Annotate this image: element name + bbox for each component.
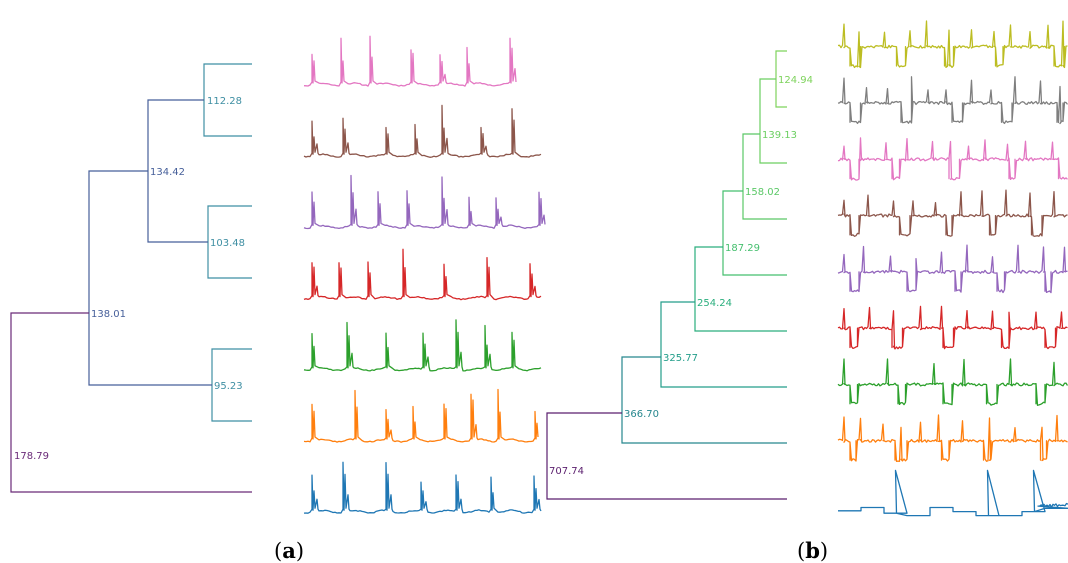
node-label-b-5: 254.24 <box>697 298 732 309</box>
node-label-b-1: 124.94 <box>778 75 813 86</box>
traces-a <box>303 35 546 514</box>
node-label-a-1: 112.28 <box>207 96 242 107</box>
dendrogram-a-labels: 112.28 103.48 95.23 134.42 138.01 178.79 <box>14 96 245 462</box>
node-label-a-6: 178.79 <box>14 451 49 462</box>
panel-label-a: (a) <box>274 538 304 563</box>
signal-trace-b-8 <box>837 414 1068 462</box>
link-a-n5 <box>88 170 212 386</box>
link-a-n6 <box>10 312 252 493</box>
link-b-m6 <box>660 301 787 388</box>
node-label-a-5: 138.01 <box>91 309 126 320</box>
link-b-m4 <box>722 190 787 276</box>
link-b-m7 <box>621 356 787 444</box>
dendrogram-b <box>546 50 787 500</box>
link-b-m5 <box>694 246 787 332</box>
node-label-b-3: 158.02 <box>745 187 780 198</box>
link-b-m3 <box>742 133 787 220</box>
node-label-a-2: 103.48 <box>210 238 245 249</box>
signal-trace-b-7 <box>837 358 1068 406</box>
signal-trace-b-9 <box>838 469 1068 517</box>
signal-trace-a-4 <box>303 248 542 301</box>
node-label-a-4: 134.42 <box>150 167 185 178</box>
node-label-b-6: 325.77 <box>663 353 698 364</box>
node-label-b-8: 707.74 <box>549 466 584 477</box>
dendrogram-a <box>10 63 252 493</box>
node-label-b-4: 187.29 <box>725 243 760 254</box>
link-b-m8 <box>546 412 787 500</box>
signal-trace-a-7 <box>303 461 542 514</box>
link-b-m2 <box>759 78 787 164</box>
signal-trace-a-1 <box>303 35 517 87</box>
node-label-b-7: 366.70 <box>624 409 659 420</box>
panel-label-b: (b) <box>797 538 828 563</box>
signal-trace-b-1 <box>837 20 1068 69</box>
signal-trace-b-3 <box>837 137 1068 181</box>
signal-trace-a-2 <box>303 104 542 158</box>
signal-trace-b-6 <box>837 305 1068 350</box>
traces-b <box>837 20 1068 517</box>
signal-trace-b-2 <box>837 76 1068 125</box>
node-label-b-2: 139.13 <box>762 130 797 141</box>
node-label-a-3: 95.23 <box>214 381 243 392</box>
dendrogram-b-labels: 124.94 139.13 158.02 187.29 254.24 325.7… <box>549 75 813 477</box>
signal-trace-a-6 <box>303 388 539 443</box>
signal-trace-a-5 <box>303 319 542 372</box>
signal-trace-a-3 <box>303 174 546 230</box>
signal-trace-b-4 <box>837 189 1068 237</box>
signal-trace-b-5 <box>837 244 1068 294</box>
